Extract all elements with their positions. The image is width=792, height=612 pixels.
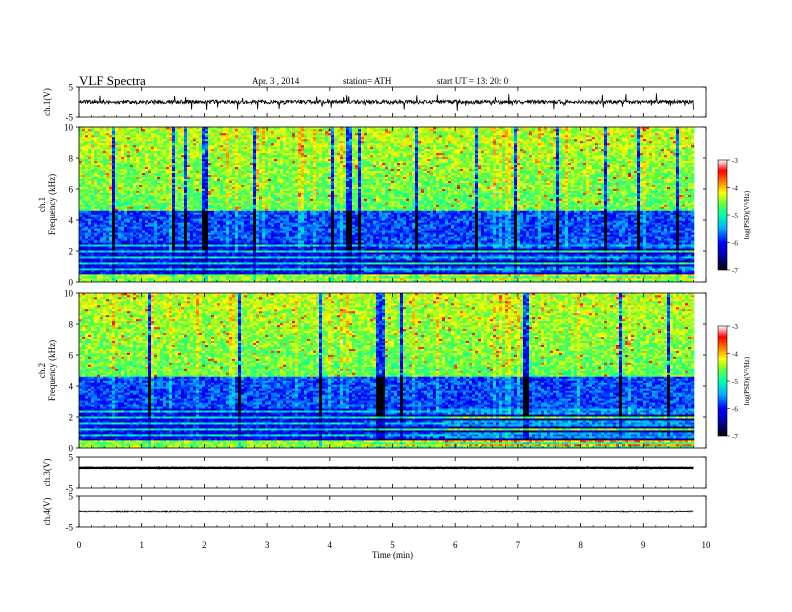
colorbar-label: log(PSD)(V²/Hz): [743, 190, 751, 239]
colorbar-tick-label: -4: [732, 351, 738, 359]
xtick-label: 10: [702, 540, 712, 550]
colorbar-tick-label: -5: [732, 378, 738, 386]
colorbar-tick-label: -3: [732, 157, 738, 165]
colorbar-tick-label: -6: [732, 240, 738, 248]
start-ut-label: start UT = 13: 20: 0: [437, 77, 508, 86]
ch1-spectrogram-ytick-label: 10: [64, 123, 74, 133]
xtick-label: 2: [202, 540, 207, 550]
ch4-waveform-ytick-label: -5: [66, 523, 74, 533]
ch2-spectrogram-ylabel: ch.2: [37, 363, 47, 378]
ch2-spectrogram-cells: [79, 293, 695, 448]
colorbar-label: log(PSD)(V²/Hz): [743, 356, 751, 405]
ch1-spectrogram-cells: [79, 127, 695, 282]
xtick-label: 1: [139, 540, 144, 550]
colorbar-tick-label: -4: [732, 185, 738, 193]
ch1-spectrogram-ylabel: Frequency (kHz): [47, 174, 57, 235]
ch2-spectrogram-ytick-label: 6: [69, 351, 74, 361]
ch1-spectrogram-ytick-label: 0: [69, 278, 74, 288]
station-label: station= ATH: [343, 77, 391, 86]
colorbar-2: [717, 325, 728, 437]
ch2-spectrogram-ytick-label: 8: [69, 320, 74, 330]
ch1-waveform-trace: [78, 93, 694, 111]
ch2-spectrogram-ytick-label: 2: [69, 413, 74, 423]
ch3-waveform-trace: [78, 466, 694, 470]
xtick-label: 8: [578, 540, 583, 550]
colorbar-tick-label: -5: [732, 212, 738, 220]
xtick-label: 3: [265, 540, 270, 550]
ch4-waveform-ylabel: ch.4(V): [42, 498, 52, 526]
colorbar-tick-label: -6: [732, 406, 738, 414]
xtick-label: 5: [390, 540, 395, 550]
ch1-spectrogram-ytick-label: 2: [69, 247, 74, 257]
colorbar-tick-label: -3: [732, 323, 738, 331]
figure-title: VLF Spectra: [79, 74, 146, 87]
ch1-spectrogram-ytick-label: 6: [69, 185, 74, 195]
ch1-waveform-ytick-label: -5: [66, 113, 74, 123]
date-label: Apr. 3 , 2014: [252, 77, 299, 86]
xtick-label: 9: [641, 540, 646, 550]
xtick-label: 6: [453, 540, 458, 550]
ch4-waveform-ytick-label: 5: [69, 492, 74, 502]
colorbar-1: [717, 159, 728, 271]
colorbar-tick-label: -7: [732, 433, 738, 441]
xtick-label: 7: [516, 540, 521, 550]
ch1-waveform-ytick-label: 5: [69, 83, 74, 93]
xtick-label: 4: [328, 540, 333, 550]
ch2-spectrogram-ytick-label: 10: [64, 289, 74, 299]
ch3-waveform-frame: [78, 456, 707, 489]
ch1-spectrogram-ytick-label: 4: [69, 216, 74, 226]
ch2-spectrogram-ylabel: Frequency (kHz): [47, 340, 57, 401]
x-axis-label: Time (min): [372, 550, 413, 560]
xtick-label: 0: [77, 540, 82, 550]
ch4-waveform-trace: [78, 510, 694, 513]
ch3-waveform-ytick-label: -5: [66, 484, 74, 494]
ch2-spectrogram-ytick-label: 4: [69, 382, 74, 392]
ch1-spectrogram-ytick-label: 8: [69, 154, 74, 164]
ch1-waveform-ylabel: ch.1(V): [42, 88, 52, 116]
ch3-waveform-ylabel: ch.3(V): [42, 459, 52, 487]
ch2-spectrogram-ytick-label: 0: [69, 444, 74, 454]
ch3-waveform-ytick-label: 5: [69, 453, 74, 463]
colorbar-tick-label: -7: [732, 267, 738, 275]
ch1-spectrogram-ylabel: ch.1: [37, 197, 47, 212]
